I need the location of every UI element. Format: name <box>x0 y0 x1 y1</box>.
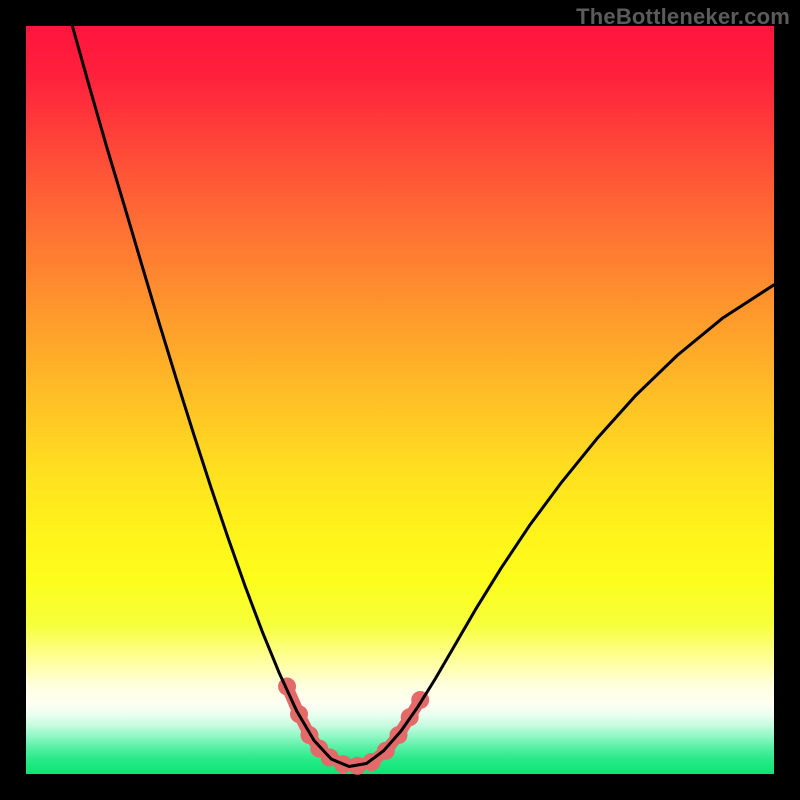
plot-background <box>26 26 774 774</box>
bottleneck-chart <box>0 0 800 800</box>
highlight-dot <box>377 742 395 760</box>
chart-container: TheBottleneker.com <box>0 0 800 800</box>
